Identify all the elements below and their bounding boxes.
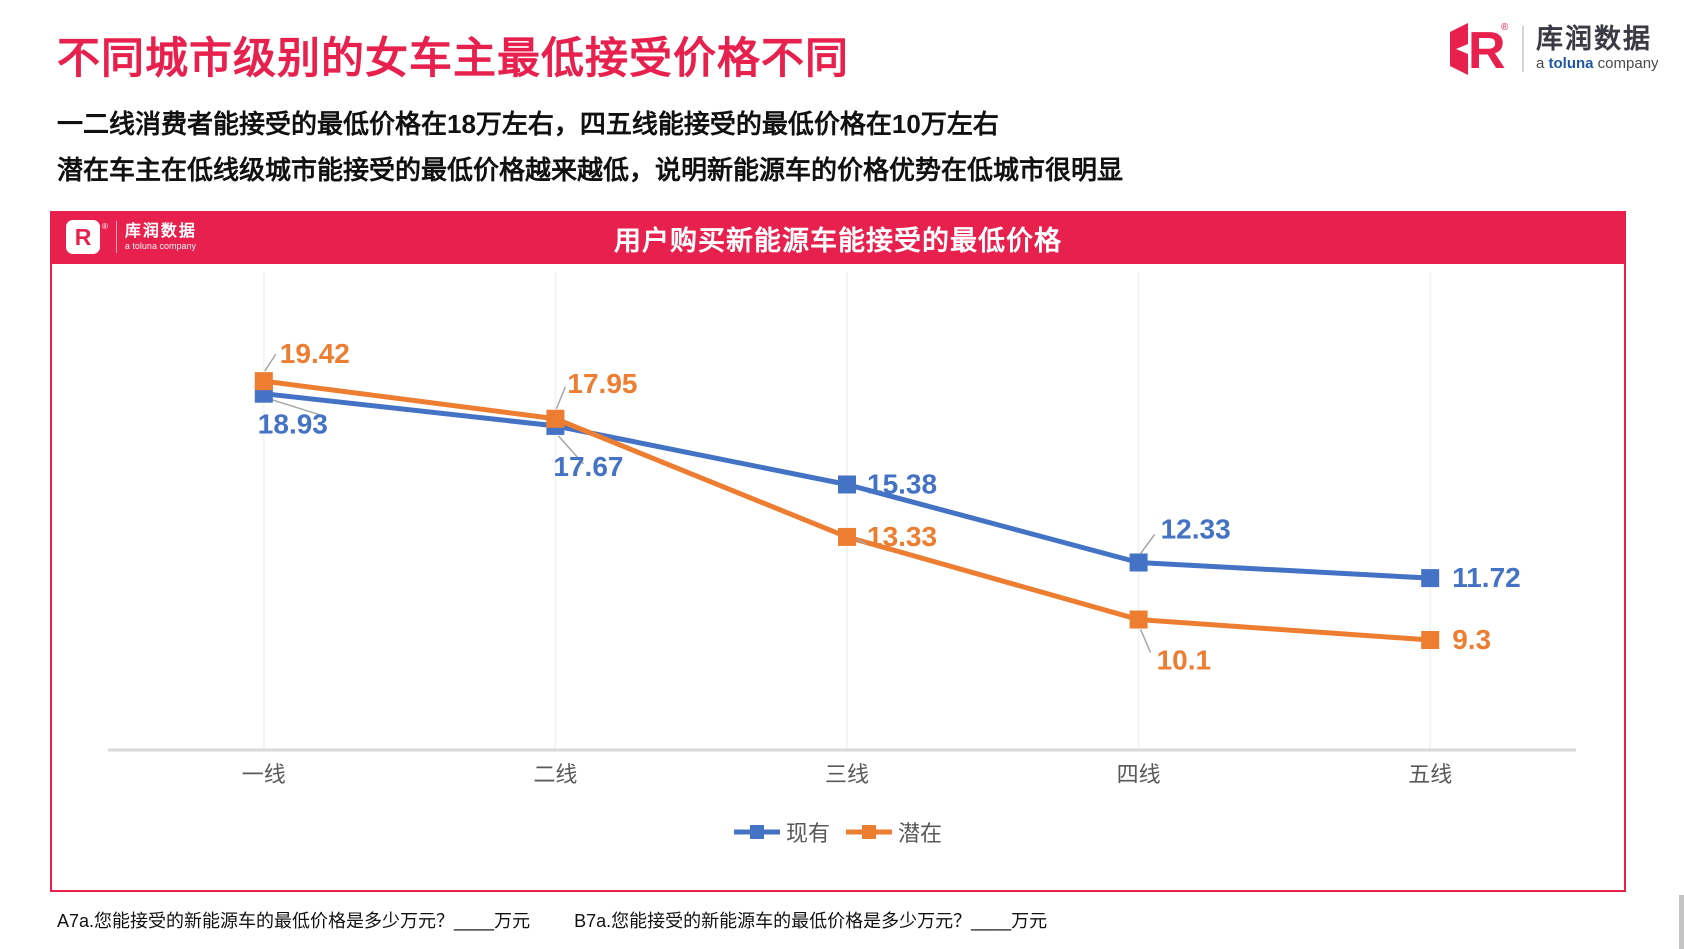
brand-logo: R ® 库润数据 a toluna company bbox=[1446, 20, 1659, 78]
svg-text:®: ® bbox=[1501, 22, 1509, 33]
data-point-marker bbox=[838, 527, 856, 546]
data-value-label: 11.72 bbox=[1452, 562, 1521, 593]
x-tick-label: 一线 bbox=[242, 762, 286, 787]
tagline-toluna: toluna bbox=[1548, 55, 1594, 72]
footnote-question-b: B7a.您能接受的新能源车的最低价格是多少万元？____万元 bbox=[574, 911, 1048, 931]
data-value-label: 17.67 bbox=[553, 451, 623, 482]
band-brand-texts: 库润数据 a toluna company bbox=[125, 222, 197, 252]
data-value-label: 15.38 bbox=[867, 468, 937, 499]
legend-label: 潜在 bbox=[898, 821, 943, 846]
subtitle-line-2: 潜在车主在低线级城市能接受的最低价格越来越低，说明新能源车的价格优势在低城市很明… bbox=[57, 155, 1124, 185]
data-value-label: 19.42 bbox=[280, 338, 350, 369]
brand-name-cn: 库润数据 bbox=[1536, 24, 1652, 54]
data-point-marker bbox=[1421, 569, 1440, 588]
legend-label: 现有 bbox=[785, 821, 830, 846]
brand-texts: 库润数据 a toluna company bbox=[1536, 24, 1659, 74]
data-value-label: 13.33 bbox=[867, 521, 937, 552]
chart-band-logo: R ® 库润数据 a toluna company bbox=[66, 220, 197, 254]
chart-card: R ® 库润数据 a toluna company 用户购买新能源车能接受的最低… bbox=[50, 211, 1626, 892]
line-chart: 18.93 17.67 15.38 12.33 11.72 19.42 17.95 13.33… bbox=[108, 272, 1576, 787]
x-tick-label: 二线 bbox=[533, 762, 577, 787]
data-value-label: 18.93 bbox=[258, 409, 328, 440]
data-point-marker bbox=[546, 409, 565, 428]
page-subtitle: 一二线消费者能接受的最低价格在18万左右，四五线能接受的最低价格在10万左右 潜… bbox=[57, 101, 1123, 193]
band-tagline-toluna: toluna bbox=[132, 241, 157, 251]
chart-legend: 现有 潜在 bbox=[52, 816, 1624, 848]
data-value-label: 9.3 bbox=[1452, 624, 1491, 655]
band-brand-tagline: a toluna company bbox=[125, 241, 197, 252]
data-value-label: 17.95 bbox=[567, 368, 637, 399]
brand-monogram-icon: R ® bbox=[1450, 22, 1509, 78]
data-point-marker bbox=[254, 372, 273, 391]
data-point-marker bbox=[1421, 631, 1440, 650]
label-leader-line bbox=[1139, 534, 1156, 554]
label-leader-line bbox=[264, 353, 277, 372]
svg-text:R: R bbox=[1468, 22, 1506, 78]
brand-tile-icon: R bbox=[66, 220, 100, 254]
tagline-prefix: a bbox=[1536, 55, 1549, 72]
footnote-question-a: A7a.您能接受的新能源车的最低价格是多少万元？____万元 bbox=[57, 911, 531, 931]
band-tagline-prefix: a bbox=[124, 241, 133, 251]
chart-title: 用户购买新能源车能接受的最低价格 bbox=[614, 226, 1062, 256]
legend-item-潜在[interactable]: 潜在 bbox=[846, 816, 942, 848]
chart-header-band: R ® 库润数据 a toluna company 用户购买新能源车能接受的最低… bbox=[52, 213, 1624, 264]
label-leader-line bbox=[557, 435, 584, 465]
brand-tagline: a toluna company bbox=[1536, 54, 1659, 74]
scrollbar-thumb[interactable] bbox=[1679, 895, 1684, 949]
label-leader-line bbox=[856, 538, 867, 545]
legend-marker-icon bbox=[846, 825, 892, 839]
legend-marker-icon bbox=[733, 825, 780, 839]
chart-plot-area: 18.93 17.67 15.38 12.33 11.72 19.42 17.95 13.33… bbox=[52, 264, 1624, 890]
band-brand-name-cn: 库润数据 bbox=[124, 223, 197, 240]
data-point-marker bbox=[1129, 553, 1148, 572]
x-tick-label: 三线 bbox=[825, 762, 869, 787]
label-leader-line bbox=[555, 386, 567, 410]
data-value-label: 12.33 bbox=[1161, 514, 1231, 545]
legend-item-现有[interactable]: 现有 bbox=[733, 816, 830, 848]
x-tick-label: 四线 bbox=[1117, 762, 1161, 787]
band-logo-divider bbox=[115, 221, 117, 253]
footnote: A7a.您能接受的新能源车的最低价格是多少万元？____万元 B7a.您能接受的新… bbox=[57, 907, 1091, 933]
data-point-marker bbox=[838, 475, 856, 494]
subtitle-line-1: 一二线消费者能接受的最低价格在18万左右，四五线能接受的最低价格在10万左右 bbox=[57, 109, 999, 139]
tagline-suffix: company bbox=[1593, 55, 1659, 72]
band-tagline-suffix: company bbox=[156, 241, 196, 251]
brand-divider bbox=[1522, 26, 1524, 72]
label-leader-line bbox=[1139, 629, 1152, 653]
x-tick-label: 五线 bbox=[1408, 762, 1452, 787]
data-point-marker bbox=[1129, 610, 1148, 629]
label-leader-line bbox=[271, 398, 327, 418]
page-title: 不同城市级别的女车主最低接受价格不同 bbox=[57, 35, 849, 83]
registered-mark: ® bbox=[102, 222, 108, 231]
data-value-label: 10.1 bbox=[1157, 645, 1212, 676]
